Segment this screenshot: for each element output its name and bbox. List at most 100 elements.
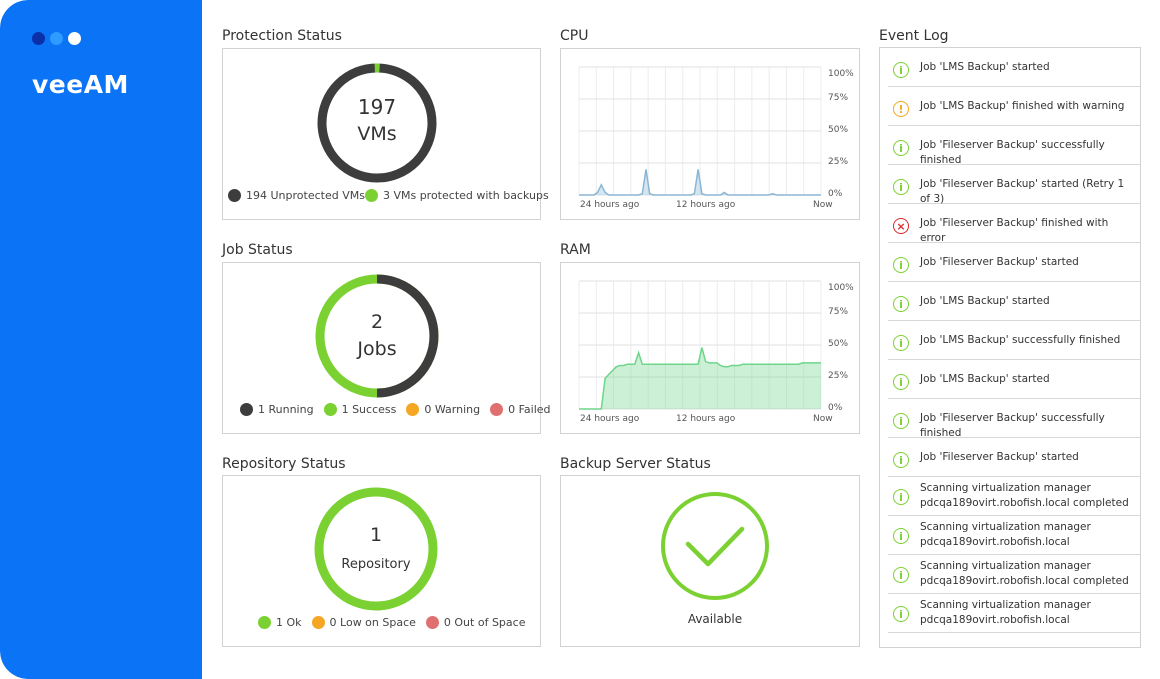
event-text: Job 'LMS Backup' started: [920, 295, 1050, 307]
legend-dot: [425, 616, 439, 629]
protection-unit: VMs: [357, 123, 397, 145]
info-icon: i: [893, 296, 909, 312]
backup-server-status-title: Backup Server Status: [560, 456, 711, 472]
legend-dot: [406, 403, 420, 416]
event-log-row[interactable]: i Job 'Fileserver Backup' successfully fi…: [888, 126, 1140, 166]
ram-panel[interactable]: 24 hours ago 12 hours ago Now 100% 75% 5…: [560, 262, 860, 434]
dashboard-main: Protection Status 197 VMs 194 Unprotecte…: [202, 0, 1160, 679]
legend-label: 194 Unprotected VMs: [246, 189, 365, 202]
info-icon: i: [893, 489, 909, 505]
legend-dot: [228, 189, 241, 202]
ram-chart: [578, 280, 822, 410]
event-log-row[interactable]: i Job 'LMS Backup' started: [888, 360, 1140, 399]
legend-dot: [323, 403, 337, 416]
info-icon: i: [893, 335, 909, 351]
event-log-row[interactable]: i Scanning virtualization manager pdcqa18…: [888, 555, 1140, 594]
status-ring: [661, 492, 769, 600]
info-icon: i: [893, 179, 909, 195]
legend-item-low-space: 0 Low on Space: [311, 616, 416, 629]
legend-label: 0 Low on Space: [329, 616, 416, 629]
protection-count: 197: [357, 95, 397, 119]
protection-status-panel[interactable]: 197 VMs 194 Unprotected VMs 3 VMs protec…: [222, 48, 549, 220]
ram-y-label-50: 50%: [828, 339, 849, 349]
legend-item-protected: 3 VMs protected with backups: [364, 189, 549, 202]
event-text: Job 'Fileserver Backup' successfully fin…: [920, 412, 1105, 439]
job-legend: 1 Running 1 Success 0 Warning 0 Failed: [240, 403, 557, 416]
protection-legend: 194 Unprotected VMs 3 VMs protected with…: [228, 189, 555, 202]
cpu-title: CPU: [560, 28, 589, 44]
legend-item-failed: 0 Failed: [490, 403, 551, 416]
info-icon: i: [893, 452, 909, 468]
repository-unit: Repository: [341, 557, 411, 572]
chart-grid: [578, 66, 822, 196]
info-icon: i: [893, 606, 909, 622]
veeam-logo: veeAM: [32, 70, 129, 99]
job-status-panel[interactable]: 2 Jobs 1 Running 1 Success 0 Warning 0 F…: [222, 262, 551, 434]
checkmark-icon: [685, 526, 745, 567]
info-icon: i: [893, 413, 909, 429]
status-check-graphic: [661, 492, 769, 600]
event-log-row[interactable]: i Scanning virtualization manager pdcqa18…: [888, 516, 1140, 555]
server-status-text: Available: [687, 612, 743, 626]
event-log-row[interactable]: i Job 'Fileserver Backup' started (Retry …: [888, 165, 1140, 205]
legend-label: 0 Warning: [424, 403, 481, 416]
ram-y-label-0: 0%: [828, 403, 843, 413]
cpu-y-label-100: 100%: [828, 69, 854, 79]
chart-grid: [578, 280, 822, 410]
window-dot-dark: [32, 32, 45, 45]
info-icon: i: [893, 62, 909, 78]
event-log-row[interactable]: i Job 'Fileserver Backup' started: [888, 438, 1140, 477]
jobs-count: 2: [370, 311, 384, 333]
event-text: Scanning virtualization manager pdcqa189…: [920, 521, 1091, 548]
repository-ring-chart: [314, 487, 438, 611]
event-log-row[interactable]: i Job 'Fileserver Backup' started: [888, 243, 1140, 282]
event-text: Job 'LMS Backup' successfully finished: [920, 334, 1121, 346]
info-icon: i: [893, 140, 909, 156]
event-log-panel[interactable]: i Job 'LMS Backup' started ! Job 'LMS Backu…: [879, 47, 1141, 648]
repository-legend: 1 Ok 0 Low on Space 0 Out of Space: [258, 616, 531, 629]
event-log-row[interactable]: i Scanning virtualization manager pdcqa18…: [888, 477, 1140, 516]
job-ring-running: [376, 274, 439, 398]
window-dot-light: [50, 32, 63, 45]
cpu-y-label-25: 25%: [828, 157, 849, 167]
ram-title: RAM: [560, 242, 591, 258]
series-line: [579, 169, 821, 196]
sidebar: veeAM: [0, 0, 202, 679]
ram-x-label-mid: 12 hours ago: [676, 414, 736, 424]
event-log-row[interactable]: i Job 'LMS Backup' successfully finished: [888, 321, 1140, 360]
info-icon: i: [893, 567, 909, 583]
ram-x-label-start: 24 hours ago: [580, 414, 640, 424]
event-text: Job 'LMS Backup' started: [920, 61, 1050, 73]
legend-label: 0 Out of Space: [443, 616, 526, 629]
event-log-row[interactable]: i Job 'Fileserver Backup' successfully fi…: [888, 399, 1140, 439]
series-line: [579, 347, 821, 410]
repository-ring-ok: [314, 487, 438, 611]
legend-dot: [364, 189, 378, 202]
legend-label: 1 Ok: [276, 616, 302, 629]
event-log-row[interactable]: i Job 'LMS Backup' started: [888, 48, 1140, 87]
event-log-row[interactable]: × Job 'Fileserver Backup' finished with e…: [888, 204, 1140, 244]
repository-status-panel[interactable]: 1 Repository 1 Ok 0 Low on Space 0 Out o…: [222, 475, 541, 647]
event-log-row[interactable]: ! Job 'LMS Backup' finished with warning: [888, 87, 1140, 126]
protection-ring-chart: [317, 63, 437, 183]
repository-count: 1: [369, 524, 383, 546]
backup-server-status-panel[interactable]: Available: [560, 475, 860, 647]
event-text: Job 'Fileserver Backup' finished with er…: [920, 217, 1109, 244]
cpu-x-label-end: Now: [813, 200, 833, 210]
cpu-chart: [578, 66, 822, 196]
legend-dot: [490, 403, 504, 416]
legend-item-ok: 1 Ok: [258, 616, 302, 629]
event-log-row[interactable]: i Job 'LMS Backup' started: [888, 282, 1140, 321]
event-log-row[interactable]: i Scanning virtualization manager pdcqa18…: [888, 594, 1140, 633]
legend-item-unprotected: 194 Unprotected VMs: [228, 189, 365, 202]
event-log-title: Event Log: [879, 28, 949, 44]
event-text: Scanning virtualization manager pdcqa189…: [920, 482, 1129, 509]
info-icon: i: [893, 528, 909, 544]
legend-label: 1 Success: [341, 403, 397, 416]
jobs-unit: Jobs: [357, 338, 397, 360]
window-dot-white: [68, 32, 81, 45]
cpu-panel[interactable]: 24 hours ago 12 hours ago Now 100% 75% 5…: [560, 48, 860, 220]
cpu-x-label-start: 24 hours ago: [580, 200, 640, 210]
info-icon: i: [893, 257, 909, 273]
